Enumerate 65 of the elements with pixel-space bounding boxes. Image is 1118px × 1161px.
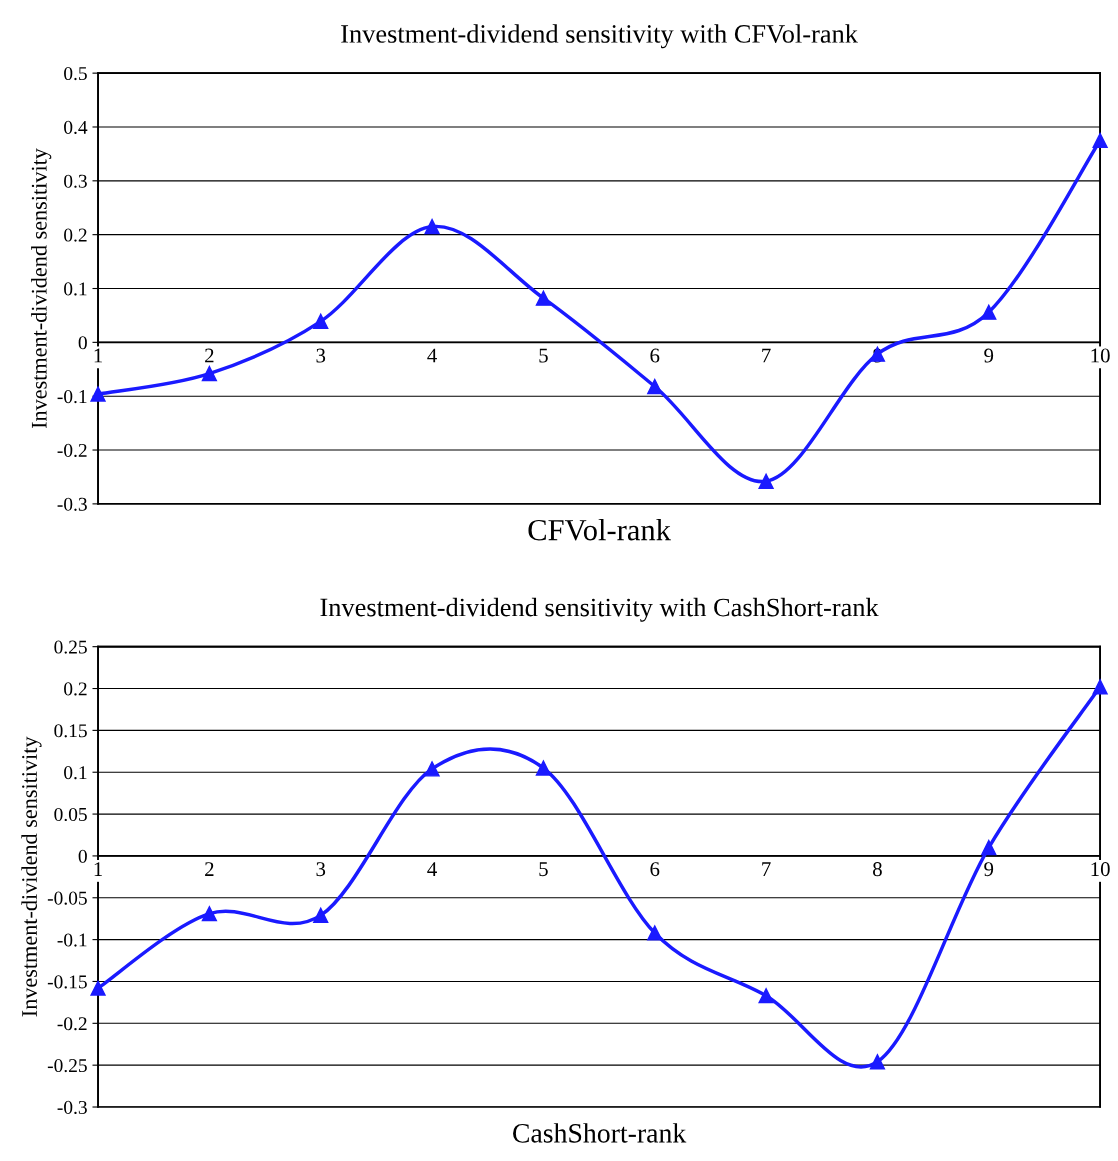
point	[758, 988, 774, 1004]
y-tick-label: 0.5	[64, 66, 87, 81]
point	[1092, 132, 1108, 149]
point	[90, 386, 106, 402]
y-axis-title: Investment-dividend sensitivity	[21, 736, 42, 1017]
point	[758, 473, 774, 489]
y-tick-label: -0.3	[57, 1100, 87, 1115]
x-tick-label: 4	[427, 348, 437, 363]
y-tick-label: -0.1	[57, 390, 87, 404]
y-tick-label: -0.25	[47, 1058, 87, 1073]
y-tick-label: 0.2	[64, 228, 87, 242]
x-tick-label: 6	[650, 348, 660, 363]
point	[313, 313, 329, 329]
x-tick-label: 9	[984, 862, 994, 877]
chart-title: Investment-dividend sensitivity with CashShort-rank	[320, 597, 879, 622]
y-tick-label: -0.2	[57, 1017, 87, 1031]
x-tick-label: 10	[1091, 348, 1110, 363]
x-tick-label: 10	[1091, 862, 1110, 877]
y-tick-label: 0.15	[54, 724, 87, 738]
y-tick-label: -0.1	[57, 933, 87, 947]
x-tick-label: 5	[539, 862, 548, 877]
y-tick-label: 0	[78, 336, 87, 350]
point	[90, 980, 106, 996]
x-tick-label: 8	[873, 862, 882, 877]
point	[647, 925, 663, 941]
y-tick-label: 0.1	[64, 282, 87, 296]
x-tick-label: 2	[205, 348, 214, 363]
point	[201, 906, 218, 922]
y-tick-label: 0.4	[64, 120, 88, 135]
y-tick-label: 0.25	[54, 640, 87, 654]
point	[1092, 679, 1108, 695]
point	[535, 760, 552, 776]
x-axis-title: CashShort-rank	[513, 1123, 687, 1143]
y-axis-title: Investment-dividend sensitivity	[31, 148, 52, 429]
x-tick-label: 5	[539, 348, 548, 363]
y-tick-label: -0.3	[57, 497, 87, 511]
x-tick-label: 4	[427, 862, 437, 876]
x-tick-label: 7	[762, 862, 771, 876]
y-tick-label: 0.05	[54, 807, 87, 822]
point	[869, 1054, 886, 1070]
y-tick-label: -0.2	[57, 443, 87, 458]
x-tick-label: 3	[316, 862, 326, 877]
y-tick-label: 0	[78, 849, 87, 863]
x-axis-title: CFVol-rank	[528, 518, 671, 541]
x-tick-label: 3	[316, 348, 326, 363]
point	[424, 761, 440, 777]
point	[424, 218, 440, 235]
y-tick-label: 0.3	[64, 174, 87, 188]
point	[981, 304, 997, 320]
point	[981, 839, 997, 856]
x-tick-label: 7	[762, 348, 771, 363]
point	[313, 907, 329, 923]
x-tick-label: 6	[650, 862, 660, 877]
y-tick-label: -0.15	[47, 975, 87, 989]
point	[535, 290, 552, 306]
point	[201, 365, 218, 382]
y-tick-label: 0.1	[64, 766, 87, 780]
chart-title: Investment-dividend sensitivity with CFVol-rank	[341, 24, 858, 49]
y-tick-label: -0.05	[47, 891, 87, 905]
x-tick-label: 2	[205, 862, 214, 876]
x-tick-label: 1	[94, 862, 103, 876]
x-tick-label: 9	[984, 348, 994, 363]
y-tick-label: 0.2	[64, 682, 87, 696]
x-tick-label: 1	[94, 348, 103, 363]
point	[647, 378, 663, 395]
